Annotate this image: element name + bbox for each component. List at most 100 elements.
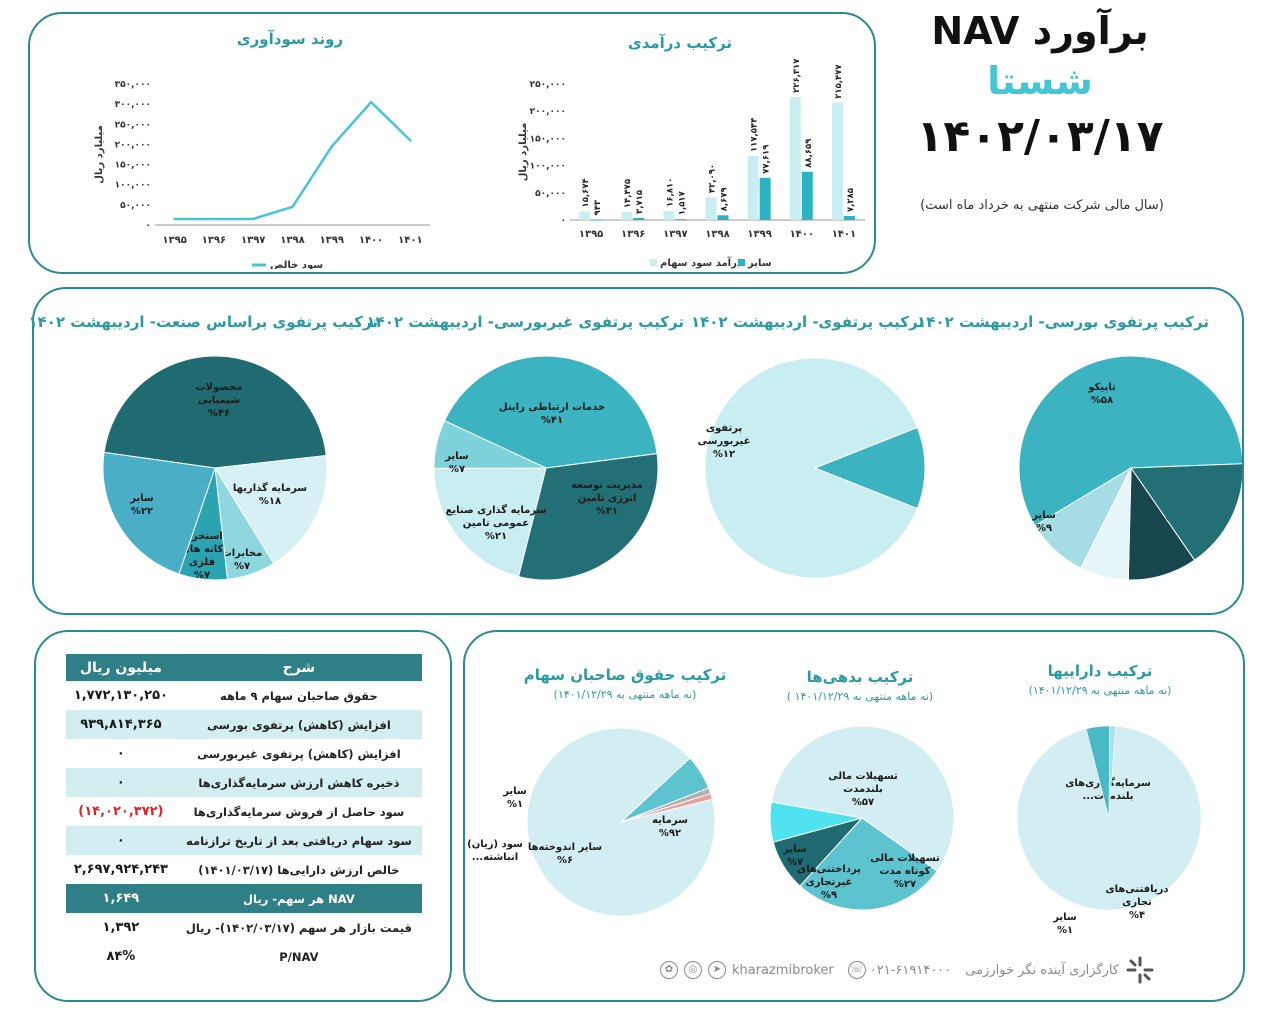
bar-data-label: ۱۴,۴۷۵ [623, 179, 633, 208]
fiscal-note: (سال مالی شرکت منتهی به خرداد ماه است) [920, 198, 1164, 213]
bar-data-label: ۲۲۶,۳۱۷ [792, 58, 802, 93]
pie-equity-label: سود (زیان) [467, 839, 523, 850]
pie-bourse-label: %۹ [1036, 523, 1052, 534]
x-tick-label: ۱۴۰۱ [398, 235, 422, 246]
row-value: ۸۴% [106, 949, 136, 964]
x-tick-label: ۱۳۹۹ [747, 229, 771, 240]
pie-industry-label: استخراج [181, 531, 222, 542]
pie-bourse-label: %۵۸ [1091, 395, 1113, 406]
report-date: ۱۴۰۲/۰۳/۱۷ [916, 111, 1164, 162]
footer-brand: کارگزاری آینده نگر خوارزمی [965, 955, 1155, 985]
net-profit-line [174, 100, 412, 221]
pie-equity-label: سایر [502, 786, 527, 797]
y-tick-label: ۵۰,۰۰۰ [535, 189, 566, 199]
pie-industry-label: شیمیایی [198, 395, 240, 406]
dividend-income-bar [705, 197, 717, 220]
legend-swatch-dividend [650, 259, 657, 266]
pie-nonbourse-slice [517, 453, 659, 581]
col-desc-header: شرح [175, 654, 422, 681]
pie-assets-label: %۱ [1057, 925, 1073, 936]
y-tick-label: ۱۵۰,۰۰۰ [530, 134, 566, 144]
y-tick-label: ۵۰,۰۰۰ [120, 201, 151, 211]
legend-label-net-profit: سود خالص [270, 260, 323, 269]
pie-bourse-slice [1034, 466, 1133, 569]
pie-assets-slice [1016, 725, 1202, 911]
income-composition-chart: ۰ ۵۰,۰۰۰ ۱۰۰,۰۰۰ ۱۵۰,۰۰۰ ۲۰۰,۰۰۰ ۲۵۰,۰۰۰ ۱۳۹۵ ۱… [518, 58, 865, 269]
telegram-icon[interactable]: ➤ [707, 961, 726, 979]
row-value: ۱,۷۷۲,۱۳۰,۲۵۰ [73, 688, 168, 703]
dividend-income-bar [621, 212, 633, 220]
instagram-icon[interactable]: ◎ [683, 961, 702, 979]
portfolio-pies: تاپیکو%۵۸صبا%۱۶حکشتی%۱۰سیتا%۷سایر%۹پرتفو… [102, 355, 1242, 581]
x-tick-label: ۱۳۹۶ [621, 229, 645, 240]
legend-label-dividend: درآمد سود سهام [660, 256, 742, 269]
footer-phone[interactable]: ☏ ۰۲۱-۶۱۹۱۴۰۰۰ [847, 961, 951, 979]
pie-nonbourse-label: انرژی تامین [578, 493, 637, 504]
portfolio-pies-panel: ترکیب پرتفوی بورسی- اردیبهشت ۱۴۰۲ ترکیب … [28, 287, 1244, 615]
header: برآورد NAV شستا ۱۴۰۲/۰۳/۱۷ [890, 8, 1190, 166]
table-row: قیمت بازار هر سهم (۱۴۰۲/۰۳/۱۷)- ریال ۱,۳۹… [66, 913, 422, 942]
pie-bourse-slice [1130, 463, 1242, 561]
pie-liabilities-slice [769, 801, 863, 843]
pie-bourse-slice [1018, 355, 1242, 527]
pie-nonbourse-label: خدمات ارتباطی رایتل [499, 402, 605, 413]
pie-industry-label: محصولات [195, 382, 242, 393]
pie-nonbourse-slice [443, 355, 658, 469]
pie-equity-label: %۶ [557, 855, 573, 866]
y-tick-label: ۲۰۰,۰۰۰ [115, 140, 151, 150]
x-tick-label: ۱۳۹۶ [202, 235, 226, 246]
y-tick-label: ۲۰۰,۰۰۰ [530, 107, 566, 117]
pie-liabilities-label: %۲۷ [894, 879, 916, 890]
aparat-icon[interactable]: ✿ [659, 961, 678, 979]
x-tick-label: ۱۳۹۵ [162, 235, 186, 246]
dividend-income-bar [579, 211, 591, 220]
net-profit-point [252, 217, 255, 221]
table-row: افزایش (کاهش) پرتفوی غیربورسی ۰ [66, 739, 422, 768]
pie-assets-label: تجاری [1122, 897, 1152, 908]
table-row: NAV هر سهم- ریال ۱,۶۴۹ [66, 884, 422, 913]
pie-liabilities-slice [799, 817, 938, 911]
net-profit-point [330, 145, 333, 148]
pie-liabilities-title: ترکیب بدهی‌ها [806, 668, 914, 686]
kharazmi-logo-icon [1126, 956, 1154, 984]
pie-industry-label: فلزی [189, 557, 215, 568]
net-profit-point [212, 217, 216, 221]
row-description: افزایش (کاهش) پرتفوی بورسی [175, 710, 422, 739]
company-name: شستا [987, 59, 1093, 103]
bar-data-label: ۱۱۷,۵۴۴ [750, 118, 760, 152]
pie-industry-title: ترکیب پرتفوی براساس صنعت- اردیبهشت ۱۴۰۲ [28, 313, 378, 331]
profit-trend-title: روند سودآوری [236, 30, 344, 48]
y-tick-label: ۰ [146, 221, 152, 231]
x-tick-label: ۱۴۰۱ [832, 229, 856, 240]
pie-equity-label: انباشته... [472, 852, 518, 863]
row-description: حقوق صاحبان سهام ۹ ماهه [220, 688, 378, 703]
footer-social[interactable]: ✿ ◎ ➤ kharazmibroker [659, 961, 834, 979]
row-value: ۱,۳۹۲ [102, 920, 140, 935]
pie-nonbourse-label: عمومی تامین [463, 518, 529, 529]
pie-equity-label: %۹۲ [659, 828, 681, 839]
other-income-bar [801, 171, 813, 220]
bar-data-label: ۱۵,۶۷۴ [581, 178, 591, 207]
pie-liabilities-label: سایر [782, 844, 807, 855]
pie-liabilities-slice [770, 725, 955, 872]
pie-nonbourse-label: %۲۱ [485, 531, 507, 542]
pie-assets-label: دریافتنی‌های [1105, 884, 1168, 895]
pie-nonbourse-label: %۳۱ [596, 506, 618, 517]
pie-nonbourse-label: %۷ [449, 464, 465, 475]
pie-assets-slice [1108, 725, 1116, 819]
pie-assets-label: سایر [1052, 912, 1077, 923]
pie-bourse-label: سایر [1031, 510, 1056, 521]
y-tick-label: ۲۵۰,۰۰۰ [115, 120, 151, 130]
pie-bourse-label: تاپیکو [1087, 382, 1116, 393]
pie-portfolio-label: غیربورسی [698, 436, 751, 447]
pie-liabilities-subtitle: (نه ماهه منتهی به ۱۴۰۱/۱۲/۲۹ ) [786, 690, 934, 703]
row-description: افزایش (کاهش) پرتفوی غیربورسی [197, 746, 401, 761]
pie-equity-label: سایر اندوخته‌ها [528, 842, 602, 853]
bar-data-label: ۸۸,۶۵۹ [804, 138, 814, 168]
pie-portfolio-slice [704, 357, 918, 579]
x-tick-label: ۱۴۰۰ [359, 235, 383, 246]
pie-portfolio-label: %۱۲ [713, 449, 735, 460]
other-income-bar [633, 217, 645, 220]
pie-nonbourse-title: ترکیب پرتفوی غیربورسی- اردیبهشت ۱۴۰۲ [366, 313, 684, 331]
pie-assets-title: ترکیب داراییها [1047, 662, 1153, 680]
